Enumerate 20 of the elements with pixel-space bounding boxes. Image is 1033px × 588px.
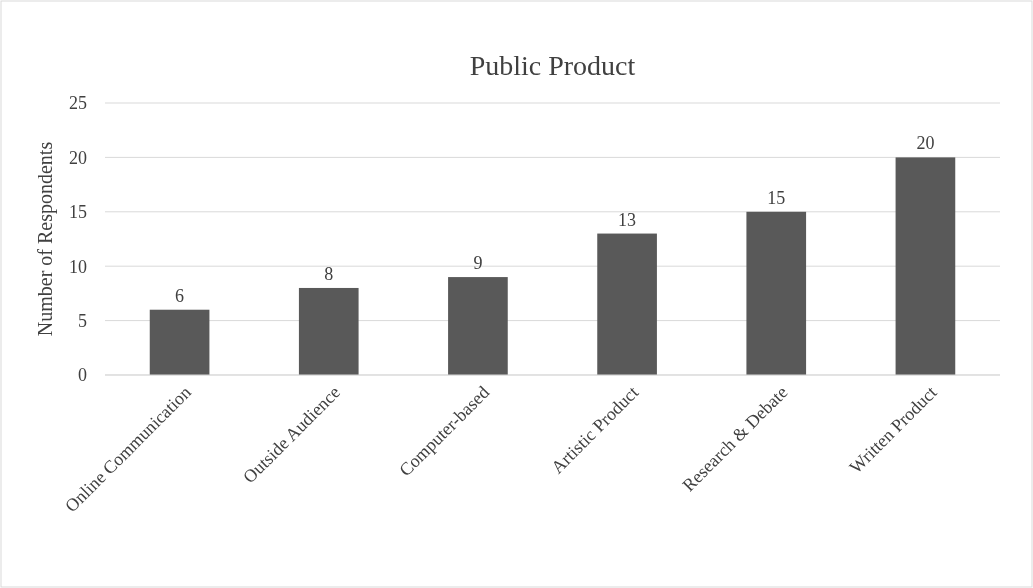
data-label: 9 <box>473 253 483 274</box>
y-tick-label: 5 <box>78 310 87 331</box>
bar <box>298 287 359 375</box>
y-axis-title: Number of Respondents <box>34 141 57 337</box>
y-tick-label: 10 <box>69 256 87 277</box>
bar <box>895 157 956 375</box>
data-label: 6 <box>175 285 185 306</box>
data-label: 13 <box>618 209 637 230</box>
data-label: 15 <box>767 187 786 208</box>
y-tick-label: 25 <box>69 93 87 114</box>
bar <box>746 211 807 375</box>
y-tick-label: 20 <box>69 147 87 168</box>
y-tick-label: 0 <box>78 365 87 386</box>
y-tick-label: 15 <box>69 202 87 223</box>
data-label: 8 <box>324 263 334 284</box>
bar <box>597 233 657 375</box>
bar <box>448 277 508 375</box>
bar <box>149 309 210 375</box>
chart-title: Public Product <box>469 50 636 81</box>
data-label: 20 <box>916 133 935 154</box>
